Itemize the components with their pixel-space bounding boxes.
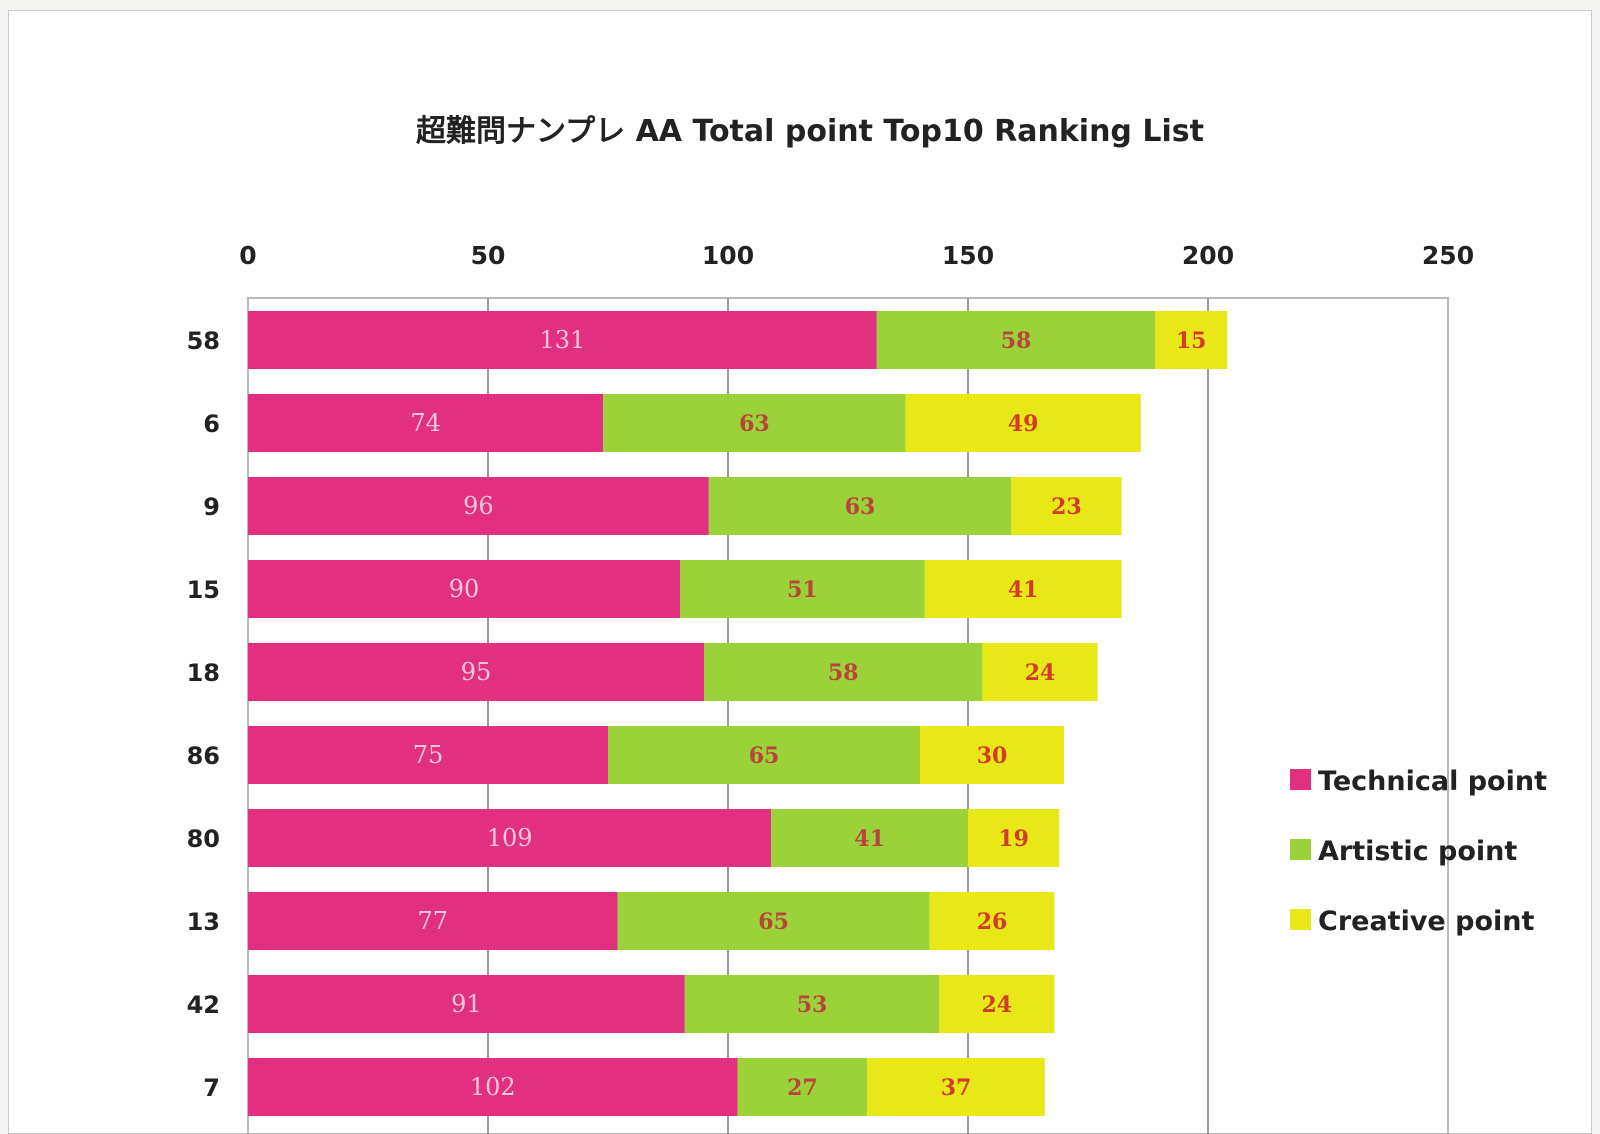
data-label: 77 xyxy=(418,907,449,935)
data-label: 63 xyxy=(845,494,876,520)
category-label: 9 xyxy=(203,493,220,521)
bar-segment xyxy=(968,809,1060,867)
category-label: 7 xyxy=(203,1074,220,1102)
data-label: 95 xyxy=(461,658,492,686)
bar-segment xyxy=(929,892,1055,950)
bar-segment xyxy=(704,643,983,701)
legend-swatch xyxy=(1290,909,1311,930)
legend-swatch xyxy=(1290,839,1311,860)
bar-segment xyxy=(248,311,877,369)
bar-segment xyxy=(248,643,704,701)
data-label: 63 xyxy=(739,411,770,437)
bar-segment xyxy=(708,477,1012,535)
data-label: 102 xyxy=(470,1073,516,1101)
data-label: 24 xyxy=(1025,660,1056,686)
category-label: 18 xyxy=(187,659,220,687)
data-label: 51 xyxy=(787,577,818,603)
data-label: 30 xyxy=(977,743,1008,769)
x-tick-label: 250 xyxy=(1422,241,1474,270)
bar-segment xyxy=(737,1058,868,1116)
x-tick-label: 150 xyxy=(942,241,994,270)
bar-segment xyxy=(603,394,906,452)
bar-segment xyxy=(939,975,1055,1033)
category-label: 15 xyxy=(187,576,220,604)
bar-segment xyxy=(248,477,709,535)
category-label: 80 xyxy=(187,825,220,853)
legend: Technical point Artistic point Creative po… xyxy=(1290,766,1547,937)
bar-segment xyxy=(248,1058,738,1116)
x-axis-ticks: 0 50 100 150 200 250 xyxy=(239,241,1474,270)
data-label: 131 xyxy=(539,326,585,354)
data-label: 74 xyxy=(410,409,441,437)
bar-segment xyxy=(1011,477,1122,535)
bars: 131 58 15 74 63 49 96 63 23 90 51 41 95 58 24 75 65 30 109… xyxy=(248,311,1228,1116)
x-tick-label: 50 xyxy=(471,241,506,270)
data-label: 65 xyxy=(749,743,780,769)
x-tick-label: 200 xyxy=(1182,241,1234,270)
data-label: 19 xyxy=(998,826,1029,852)
legend-label: Creative point xyxy=(1318,906,1534,937)
data-label: 58 xyxy=(1001,328,1032,354)
bar-segment xyxy=(924,560,1122,618)
bar-segment xyxy=(617,892,930,950)
bar-segment xyxy=(248,892,618,950)
data-label: 53 xyxy=(797,992,828,1018)
bar-segment xyxy=(680,560,925,618)
bar-segment xyxy=(1155,311,1228,369)
category-label: 13 xyxy=(187,908,220,936)
data-label: 27 xyxy=(787,1075,818,1101)
category-label: 42 xyxy=(187,991,220,1019)
bar-segment xyxy=(248,975,685,1033)
data-label: 65 xyxy=(758,909,789,935)
data-label: 37 xyxy=(941,1075,972,1101)
bar-segment xyxy=(920,726,1064,784)
chart-title: 超難問ナンプレ AA Total point Top10 Ranking Lis… xyxy=(416,114,1204,149)
category-label: 58 xyxy=(187,327,220,355)
data-label: 41 xyxy=(1008,577,1039,603)
bar-segment xyxy=(905,394,1141,452)
bar-segment xyxy=(608,726,920,784)
x-tick-label: 0 xyxy=(239,241,256,270)
bar-segment xyxy=(248,560,680,618)
data-label: 90 xyxy=(449,575,480,603)
legend-label: Artistic point xyxy=(1318,836,1517,867)
data-label: 96 xyxy=(463,492,494,520)
bar-segment xyxy=(867,1058,1045,1116)
y-axis-categories: 58 6 9 15 18 86 80 13 42 7 xyxy=(187,327,220,1102)
category-label: 86 xyxy=(187,742,220,770)
x-tick-label: 100 xyxy=(702,241,754,270)
data-label: 24 xyxy=(981,992,1012,1018)
data-label: 75 xyxy=(413,741,444,769)
data-label: 58 xyxy=(828,660,859,686)
bar-segment xyxy=(982,643,1098,701)
legend-label: Technical point xyxy=(1318,766,1547,797)
bar-segment xyxy=(248,394,604,452)
bar-segment xyxy=(876,311,1156,369)
bar-segment xyxy=(248,726,608,784)
data-label: 41 xyxy=(854,826,885,852)
data-label: 109 xyxy=(487,824,533,852)
data-label: 49 xyxy=(1008,411,1039,437)
category-label: 6 xyxy=(203,410,220,438)
data-label: 23 xyxy=(1051,494,1082,520)
bar-segment xyxy=(248,809,772,867)
legend-swatch xyxy=(1290,769,1311,790)
data-label: 26 xyxy=(977,909,1008,935)
bar-segment xyxy=(684,975,940,1033)
data-label: 91 xyxy=(451,990,482,1018)
bar-segment xyxy=(771,809,968,867)
data-label: 15 xyxy=(1176,328,1207,354)
